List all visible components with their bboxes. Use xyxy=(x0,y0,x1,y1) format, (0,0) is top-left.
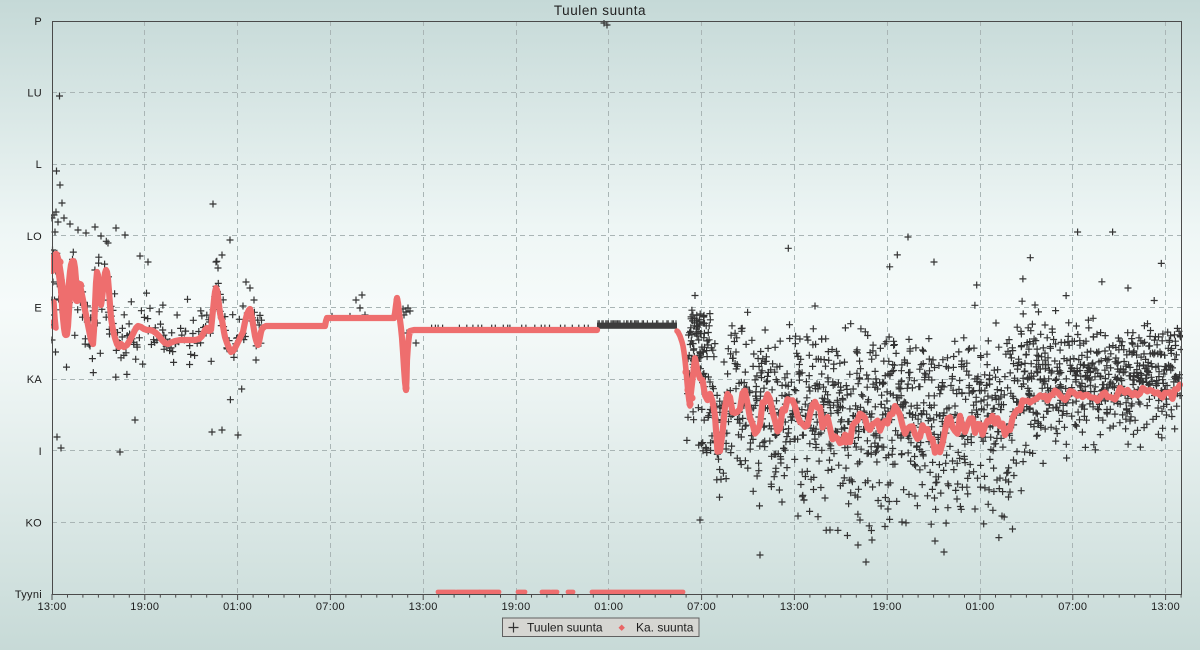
svg-text:E: E xyxy=(34,303,42,315)
svg-text:Tuulen suunta: Tuulen suunta xyxy=(527,621,603,635)
svg-text:13:00: 13:00 xyxy=(409,601,438,613)
svg-text:01:00: 01:00 xyxy=(965,601,994,613)
svg-text:Tuulen suunta: Tuulen suunta xyxy=(554,3,646,18)
svg-text:13:00: 13:00 xyxy=(780,601,809,613)
svg-text:P: P xyxy=(34,16,42,28)
svg-text:KO: KO xyxy=(26,517,43,529)
svg-text:07:00: 07:00 xyxy=(687,601,716,613)
svg-text:KA: KA xyxy=(27,374,43,386)
svg-text:13:00: 13:00 xyxy=(1151,601,1180,613)
svg-text:L: L xyxy=(36,159,42,171)
svg-text:LO: LO xyxy=(27,231,42,243)
svg-text:13:00: 13:00 xyxy=(37,601,66,613)
svg-text:Tyyni: Tyyni xyxy=(15,589,42,601)
svg-text:01:00: 01:00 xyxy=(223,601,252,613)
svg-text:07:00: 07:00 xyxy=(1058,601,1087,613)
svg-text:01:00: 01:00 xyxy=(594,601,623,613)
svg-text:19:00: 19:00 xyxy=(873,601,902,613)
svg-text:Ka. suunta: Ka. suunta xyxy=(636,621,694,635)
svg-text:19:00: 19:00 xyxy=(501,601,530,613)
svg-text:07:00: 07:00 xyxy=(316,601,345,613)
svg-text:LU: LU xyxy=(27,88,42,100)
svg-text:I: I xyxy=(39,446,42,458)
svg-text:19:00: 19:00 xyxy=(130,601,159,613)
